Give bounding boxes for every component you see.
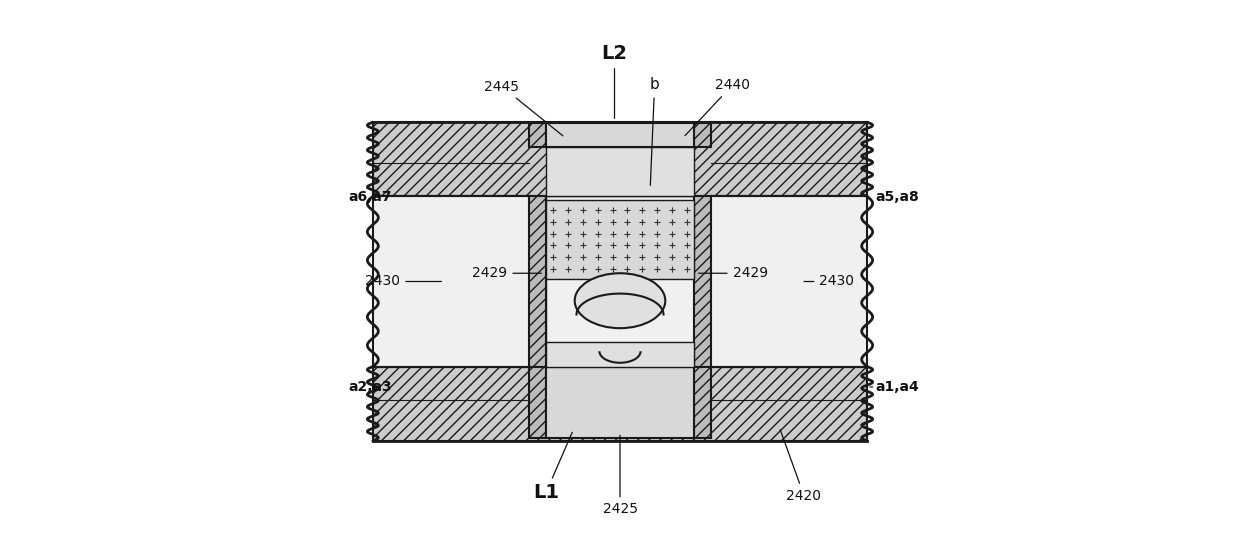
Bar [529, 123, 546, 147]
Bar [694, 197, 711, 367]
Bar [529, 197, 546, 367]
Text: a6,a7: a6,a7 [348, 190, 392, 204]
Bar [373, 367, 867, 440]
Bar [694, 123, 711, 147]
Bar [546, 197, 694, 367]
Bar [529, 367, 546, 438]
Text: L1: L1 [533, 432, 572, 502]
Ellipse shape [574, 273, 666, 328]
Text: a5,a8: a5,a8 [875, 190, 919, 204]
Bar [546, 367, 694, 438]
Text: a2,a3: a2,a3 [348, 380, 392, 394]
Bar [694, 367, 711, 438]
Text: 2425: 2425 [603, 436, 637, 517]
Text: b: b [650, 77, 660, 185]
Bar [546, 342, 694, 367]
Text: 2430: 2430 [804, 274, 854, 289]
Bar [373, 122, 867, 197]
Bar [546, 123, 694, 147]
Text: 2445: 2445 [485, 79, 563, 136]
Bar [546, 147, 694, 197]
Text: 2429: 2429 [472, 266, 542, 280]
Text: 2429: 2429 [698, 266, 768, 280]
Text: 2440: 2440 [684, 78, 750, 136]
Bar [373, 197, 867, 367]
Bar [546, 200, 694, 279]
Text: 2420: 2420 [780, 429, 821, 503]
Text: a1,a4: a1,a4 [875, 380, 919, 394]
Text: L2: L2 [601, 44, 627, 118]
Text: 2430: 2430 [366, 274, 441, 289]
